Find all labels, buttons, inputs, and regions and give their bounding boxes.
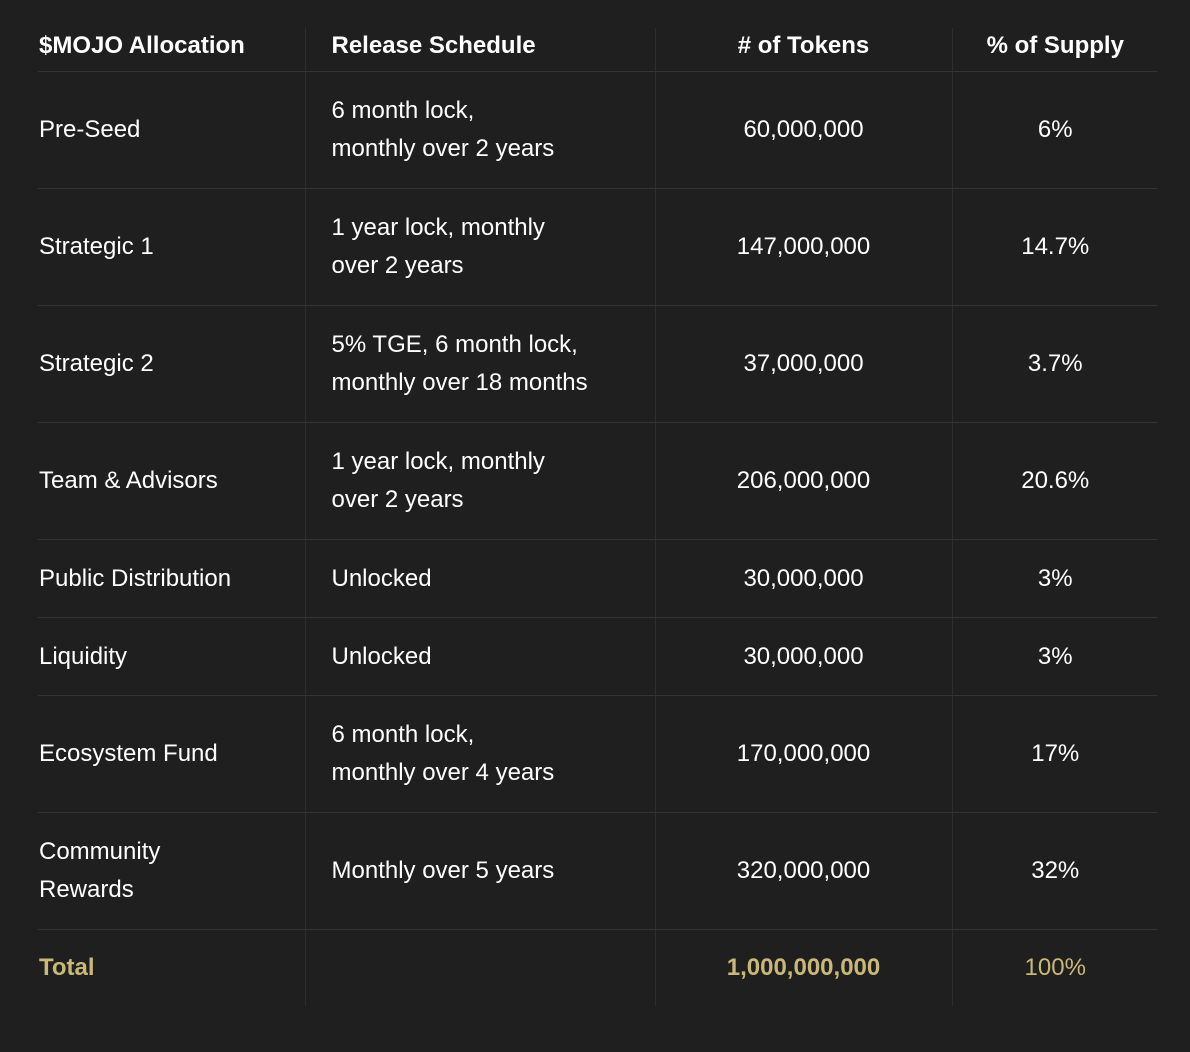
supply-percent: 32% (951, 812, 1158, 930)
token-allocation-table: $MOJO Allocation Release Schedule # of T… (38, 28, 1158, 1006)
table-header-row: $MOJO Allocation Release Schedule # of T… (38, 28, 1158, 72)
schedule-line: monthly over 4 years (331, 759, 555, 786)
allocation-name: Pre-Seed (38, 71, 305, 189)
release-schedule: Unlocked (304, 539, 655, 618)
token-count: 206,000,000 (654, 422, 952, 540)
header-token-count: # of Tokens (654, 28, 952, 72)
schedule-line: 1 year lock, monthly (331, 214, 545, 241)
table-row: Team & Advisors 1 year lock, monthly over… (38, 422, 1158, 540)
allocation-name: Liquidity (38, 617, 305, 696)
schedule-line: monthly over 2 years (331, 135, 555, 162)
schedule-line: 6 month lock, (331, 97, 475, 124)
supply-percent: 6% (951, 71, 1158, 189)
schedule-line: over 2 years (331, 486, 464, 513)
total-row: Total 1,000,000,000 100% (38, 929, 1158, 1006)
token-count: 30,000,000 (654, 617, 952, 696)
supply-percent: 14.7% (951, 188, 1158, 306)
supply-percent: 3% (951, 617, 1158, 696)
supply-percent: 3.7% (951, 305, 1158, 423)
total-supply-percent: 100% (951, 929, 1158, 1006)
allocation-name: Community Rewards (38, 812, 305, 930)
token-count: 170,000,000 (654, 695, 952, 813)
release-schedule: 6 month lock, monthly over 2 years (304, 71, 655, 189)
table-row: Strategic 1 1 year lock, monthly over 2 y… (38, 188, 1158, 306)
allocation-name: Team & Advisors (38, 422, 305, 540)
token-count: 37,000,000 (654, 305, 952, 423)
release-schedule: 1 year lock, monthly over 2 years (304, 422, 655, 540)
release-schedule: 5% TGE, 6 month lock, monthly over 18 mon… (304, 305, 655, 423)
allocation-name: Ecosystem Fund (38, 695, 305, 813)
total-schedule (304, 929, 655, 1006)
table-row: Strategic 2 5% TGE, 6 month lock, monthly… (38, 305, 1158, 423)
release-schedule: Unlocked (304, 617, 655, 696)
token-count: 320,000,000 (654, 812, 952, 930)
token-count: 30,000,000 (654, 539, 952, 618)
allocation-line: Community (39, 838, 161, 865)
table-row: Pre-Seed 6 month lock, monthly over 2 yea… (38, 71, 1158, 189)
schedule-line: monthly over 18 months (331, 369, 588, 396)
header-allocation: $MOJO Allocation (38, 28, 305, 72)
release-schedule: Monthly over 5 years (304, 812, 655, 930)
total-token-count: 1,000,000,000 (654, 929, 952, 1006)
release-schedule: 6 month lock, monthly over 4 years (304, 695, 655, 813)
header-release-schedule: Release Schedule (304, 28, 655, 72)
token-count: 60,000,000 (654, 71, 952, 189)
release-schedule: 1 year lock, monthly over 2 years (304, 188, 655, 306)
schedule-line: 5% TGE, 6 month lock, (331, 331, 578, 358)
table-row: Public Distribution Unlocked 30,000,000 … (38, 539, 1158, 618)
supply-percent: 3% (951, 539, 1158, 618)
allocation-name: Strategic 2 (38, 305, 305, 423)
supply-percent: 17% (951, 695, 1158, 813)
table-row: Ecosystem Fund 6 month lock, monthly over… (38, 695, 1158, 813)
allocation-name: Public Distribution (38, 539, 305, 618)
schedule-line: 6 month lock, (331, 721, 475, 748)
allocation-name: Strategic 1 (38, 188, 305, 306)
table-row: Community Rewards Monthly over 5 years 32… (38, 812, 1158, 930)
header-supply-percent: % of Supply (951, 28, 1158, 72)
schedule-line: over 2 years (331, 252, 464, 279)
allocation-line: Rewards (39, 876, 134, 903)
schedule-line: 1 year lock, monthly (331, 448, 545, 475)
token-count: 147,000,000 (654, 188, 952, 306)
total-label: Total (39, 954, 95, 981)
supply-percent: 20.6% (951, 422, 1158, 540)
table-row: Liquidity Unlocked 30,000,000 3% (38, 617, 1158, 696)
